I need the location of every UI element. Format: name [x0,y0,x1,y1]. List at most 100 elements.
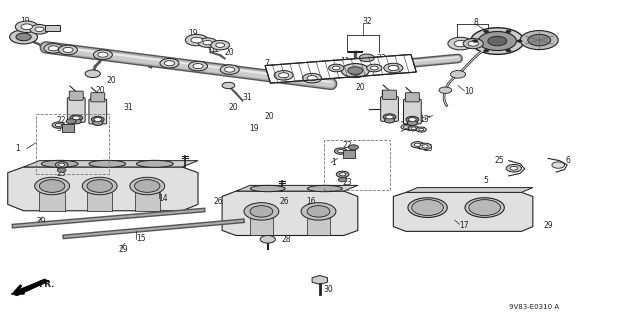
Circle shape [260,236,275,243]
Circle shape [211,40,230,50]
Text: 26: 26 [279,197,289,206]
Circle shape [93,120,103,125]
Circle shape [450,70,466,78]
Circle shape [406,116,419,123]
Bar [45,26,61,31]
Circle shape [552,162,564,168]
Bar [39,192,65,211]
Text: 14: 14 [159,194,168,203]
Circle shape [411,142,424,148]
Circle shape [329,64,344,72]
Circle shape [198,38,217,47]
Circle shape [48,46,59,51]
Text: 11: 11 [341,57,350,66]
Circle shape [408,118,416,121]
Polygon shape [265,54,417,83]
Circle shape [468,41,478,46]
Circle shape [386,115,393,119]
Circle shape [52,122,65,128]
Circle shape [439,87,452,93]
FancyBboxPatch shape [381,97,398,121]
Circle shape [411,127,416,130]
Circle shape [15,21,38,32]
Ellipse shape [250,185,285,192]
Text: 20: 20 [225,48,234,57]
Circle shape [401,124,411,130]
Ellipse shape [34,177,69,195]
Ellipse shape [244,203,279,220]
Circle shape [57,168,66,172]
Text: 4: 4 [147,62,152,71]
Text: 25: 25 [423,144,433,153]
Text: 9V83-E0310 A: 9V83-E0310 A [509,304,559,309]
Text: 29: 29 [36,217,46,226]
Circle shape [408,126,419,131]
Circle shape [483,30,489,33]
Circle shape [383,114,396,120]
Ellipse shape [465,198,505,217]
Circle shape [384,63,403,73]
Text: 20: 20 [355,83,365,92]
Circle shape [469,200,501,215]
Text: 6: 6 [566,156,571,165]
Circle shape [412,200,443,215]
Circle shape [338,178,347,182]
Circle shape [520,31,558,50]
FancyBboxPatch shape [383,90,396,99]
Circle shape [510,166,518,170]
Text: 5: 5 [483,176,489,185]
Ellipse shape [41,160,78,167]
Text: 19: 19 [20,17,30,26]
Circle shape [403,126,408,128]
Text: 2: 2 [343,171,347,180]
Circle shape [448,37,473,50]
Circle shape [350,70,361,75]
Text: 2: 2 [57,162,61,171]
Circle shape [506,164,522,172]
Text: 21: 21 [406,124,415,133]
Circle shape [389,66,398,70]
Text: 10: 10 [464,87,474,96]
Circle shape [346,68,365,77]
Text: 23: 23 [343,178,352,187]
Bar [62,124,75,132]
Polygon shape [236,185,358,191]
Circle shape [307,206,330,217]
Text: 25: 25 [495,156,505,165]
Circle shape [348,145,359,150]
Text: 3: 3 [343,149,347,158]
Circle shape [414,143,420,146]
Circle shape [222,82,235,89]
Circle shape [419,128,424,131]
Circle shape [44,44,63,53]
Polygon shape [406,188,533,192]
Circle shape [454,40,467,47]
Text: 18: 18 [363,67,373,76]
Circle shape [21,24,32,30]
Bar [250,218,273,236]
Polygon shape [222,191,358,236]
Circle shape [73,116,80,120]
Circle shape [419,143,431,149]
Ellipse shape [301,203,336,220]
Text: 32: 32 [363,17,373,26]
Text: 20: 20 [201,38,211,47]
Circle shape [59,45,78,55]
Circle shape [189,61,208,71]
Circle shape [98,52,108,57]
Text: 28: 28 [282,236,291,244]
Polygon shape [8,167,198,211]
Circle shape [359,54,375,62]
Circle shape [274,70,293,80]
Text: 7: 7 [264,59,269,68]
Circle shape [333,66,340,70]
Circle shape [506,49,511,52]
Circle shape [85,70,101,77]
Circle shape [203,40,212,45]
Circle shape [216,43,225,47]
Circle shape [250,206,273,217]
Circle shape [506,30,511,33]
Circle shape [307,76,317,81]
Text: 12: 12 [211,45,220,54]
FancyBboxPatch shape [403,99,421,124]
